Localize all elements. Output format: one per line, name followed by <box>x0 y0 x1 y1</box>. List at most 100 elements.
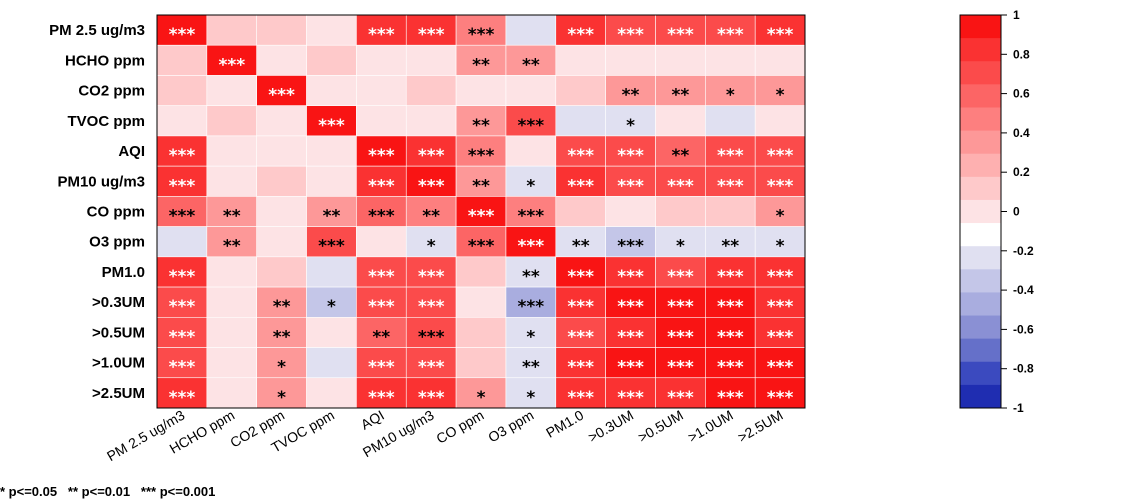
heatmap-cell <box>455 377 507 409</box>
significance-mark: ** <box>273 297 291 317</box>
heatmap-cell <box>356 226 407 258</box>
heatmap-cell <box>256 14 307 46</box>
heatmap-cell <box>505 44 557 76</box>
heatmap-cell <box>655 44 706 76</box>
colorbar-tick-label: 0.8 <box>1013 47 1030 61</box>
significance-mark: *** <box>767 267 794 287</box>
heatmap-cell <box>356 105 407 137</box>
significance-mark: *** <box>169 25 196 45</box>
heatmap-cell <box>405 14 457 46</box>
row-label: CO ppm <box>87 203 145 220</box>
significance-mark: *** <box>767 358 794 378</box>
heatmap-cell <box>156 196 208 227</box>
significance-mark: ** <box>422 206 440 226</box>
significance-footnote: * p<=0.05 ** p<=0.01 *** p<=0.001 <box>0 484 216 499</box>
column-label: >1.0UM <box>685 407 736 446</box>
heatmap-cell <box>405 226 457 258</box>
heatmap-cell <box>256 75 307 106</box>
heatmap-cell <box>505 256 557 288</box>
colorbar-segment <box>960 61 1001 85</box>
heatmap-cell <box>605 377 656 409</box>
significance-mark: *** <box>567 297 594 317</box>
row-label: PM 2.5 ug/m3 <box>49 22 145 39</box>
heatmap-cell <box>405 196 457 227</box>
colorbar-segment <box>960 269 1001 293</box>
heatmap-cell <box>754 347 806 379</box>
significance-mark: *** <box>518 237 545 257</box>
heatmap-cells <box>156 14 806 409</box>
heatmap-cell <box>206 256 258 288</box>
heatmap-cell <box>405 105 457 137</box>
significance-mark: ** <box>273 327 291 347</box>
column-label: >0.3UM <box>585 407 636 446</box>
heatmap-cell <box>655 347 706 379</box>
significance-mark: ** <box>522 358 540 378</box>
heatmap-cell <box>156 44 208 76</box>
heatmap-cell <box>505 377 557 409</box>
significance-mark: ** <box>472 176 490 196</box>
significance-mark: *** <box>567 146 594 166</box>
significance-mark: ** <box>223 237 241 257</box>
heatmap-cell <box>555 135 606 167</box>
heatmap-cell <box>655 75 706 106</box>
heatmap-cell <box>655 165 706 197</box>
significance-mark: *** <box>418 176 445 196</box>
significance-mark: *** <box>717 267 744 287</box>
significance-mark: *** <box>169 267 196 287</box>
significance-mark: *** <box>368 176 395 196</box>
significance-mark: *** <box>468 237 495 257</box>
significance-mark: * <box>676 237 685 257</box>
significance-mark: *** <box>767 327 794 347</box>
colorbar-tick-label: -0.8 <box>1013 362 1034 376</box>
significance-mark: *** <box>767 297 794 317</box>
significance-mark: *** <box>169 388 196 408</box>
heatmap-cell <box>256 226 307 258</box>
heatmap-cell <box>356 377 407 409</box>
significance-mark: *** <box>418 267 445 287</box>
significance-mark: *** <box>518 206 545 226</box>
significance-mark: *** <box>268 86 295 106</box>
heatmap-cell <box>256 105 307 137</box>
heatmap-cell <box>455 105 507 137</box>
significance-mark: *** <box>667 297 694 317</box>
heatmap-cell <box>306 347 357 379</box>
colorbar-segment <box>960 246 1001 270</box>
heatmap-cell <box>206 75 258 106</box>
heatmap-cell <box>405 256 457 288</box>
heatmap-cell <box>256 347 307 379</box>
heatmap-cell <box>605 105 656 137</box>
heatmap-cell <box>754 196 806 227</box>
column-label: AQI <box>358 407 387 433</box>
significance-mark: *** <box>667 358 694 378</box>
significance-mark: *** <box>617 237 644 257</box>
row-label: HCHO ppm <box>65 52 145 69</box>
colorbar-segment <box>960 292 1001 316</box>
heatmap-cell <box>256 196 307 227</box>
significance-mark: *** <box>169 176 196 196</box>
colorbar-segment <box>960 361 1001 386</box>
colorbar-tick-label: -0.2 <box>1013 244 1034 258</box>
heatmap-cell <box>206 105 258 137</box>
heatmap-cell <box>356 44 407 76</box>
significance-mark: *** <box>667 327 694 347</box>
colorbar-segment <box>960 153 1001 178</box>
significance-mark: ** <box>522 55 540 75</box>
colorbar-segment <box>960 130 1001 155</box>
colorbar-ticks: 1 0.8 0.6 0.4 0.2 0 -0.2 -0.4 -0.6 -0.8 -1 <box>1001 8 1034 415</box>
heatmap-cell <box>256 165 307 197</box>
heatmap-cell <box>306 44 357 76</box>
heatmap-cell <box>306 286 357 318</box>
heatmap-cell <box>705 347 756 379</box>
heatmap-cell <box>405 377 457 409</box>
significance-mark: *** <box>218 55 245 75</box>
heatmap-cell <box>705 44 756 76</box>
significance-mark: *** <box>418 25 445 45</box>
heatmap-cell <box>206 135 258 167</box>
colorbar-tick-label: 1 <box>1013 8 1020 22</box>
row-label: O3 ppm <box>89 234 145 251</box>
significance-mark: *** <box>717 297 744 317</box>
significance-mark: ** <box>672 146 690 166</box>
significance-mark: * <box>526 176 535 196</box>
heatmap-cell <box>306 165 357 197</box>
heatmap-cell <box>754 226 806 258</box>
